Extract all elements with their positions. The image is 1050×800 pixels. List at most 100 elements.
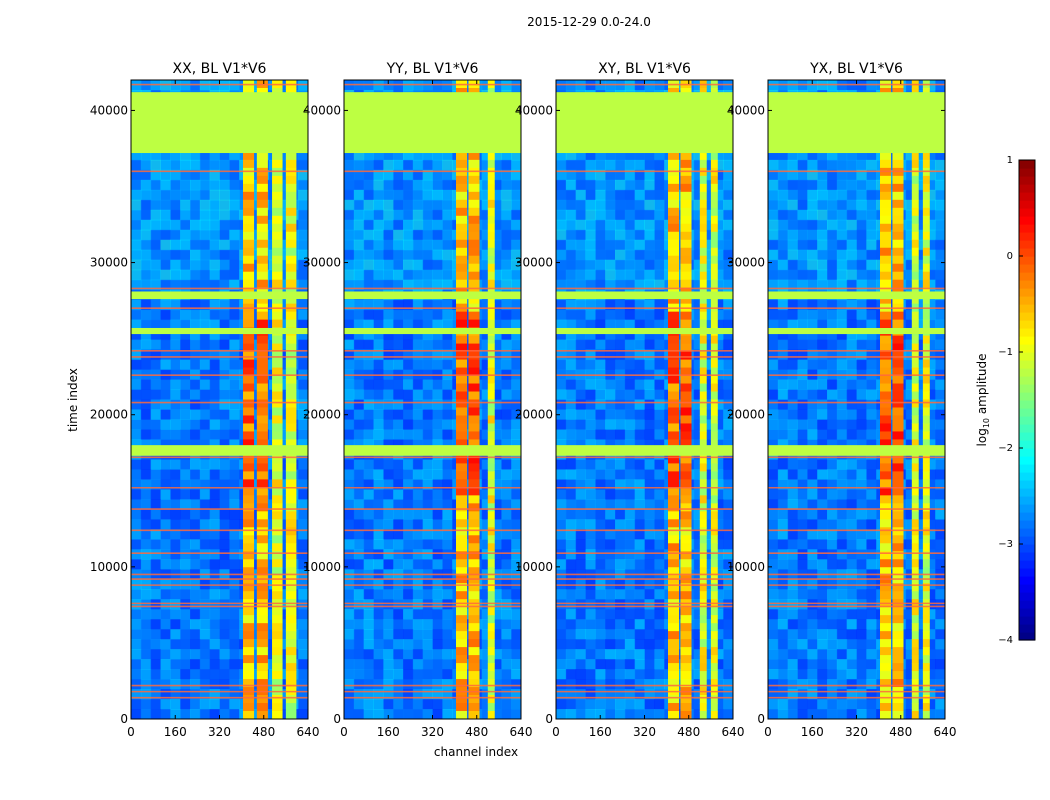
heatmap-cell (229, 249, 240, 261)
heatmap-cell (432, 619, 443, 630)
hot-channel-segment (272, 615, 283, 624)
hot-channel-segment (243, 167, 255, 177)
hot-channel-segment (680, 639, 692, 648)
heatmap-cell (654, 349, 665, 361)
hot-channel-segment (487, 383, 495, 393)
heatmap-cell (344, 179, 355, 191)
hot-channel-segment (680, 503, 692, 512)
heatmap-cell (278, 499, 289, 510)
hot-channel-segment (243, 191, 255, 201)
heatmap-cell (866, 189, 877, 201)
hot-channel-segment (468, 455, 480, 464)
y-tick-label: 30000 (303, 256, 341, 270)
heatmap-cell (131, 649, 142, 660)
heatmap-cell (199, 309, 211, 321)
heatmap-cell (249, 179, 260, 191)
heatmap-cell (905, 169, 916, 181)
heatmap-cell (344, 199, 355, 211)
hot-channel-segment (272, 399, 283, 408)
heatmap-cell (575, 339, 586, 351)
heatmap-cell (131, 459, 142, 470)
heatmap-cell (432, 249, 443, 261)
panel-4: YX, BL V1*V60 160 320 480 640010000200003000… (727, 61, 957, 739)
heatmap-cell (644, 169, 655, 181)
heatmap-cell (373, 349, 384, 361)
heatmap-cell (634, 669, 645, 680)
heatmap-cell (565, 379, 577, 391)
heatmap-cell (827, 309, 838, 321)
heatmap-cell (209, 159, 220, 171)
heatmap-cell (298, 699, 309, 710)
heatmap-cell (180, 209, 191, 221)
heatmap-cell (846, 149, 857, 161)
hot-channel-segment (668, 239, 680, 249)
heatmap-cell (836, 169, 848, 181)
heatmap-cell (624, 209, 636, 221)
heatmap-cell (501, 299, 512, 311)
heatmap-cell (836, 319, 848, 331)
heatmap-cell (462, 699, 473, 710)
hot-channel-segment (456, 159, 468, 169)
heatmap-cell (481, 259, 492, 271)
heatmap-cell (674, 489, 685, 500)
heatmap-cell (150, 499, 161, 510)
heatmap-cell (605, 259, 616, 271)
heatmap-cell (713, 279, 724, 291)
heatmap-cell (373, 499, 384, 510)
heatmap-cell (180, 349, 191, 361)
heatmap-cell (624, 459, 636, 470)
hot-channel-segment (243, 607, 255, 616)
heatmap-cell (353, 359, 365, 371)
heatmap-cell (723, 149, 734, 161)
hot-channel-segment (468, 471, 480, 480)
heatmap-cell (383, 539, 394, 550)
heatmap-cell (674, 239, 685, 251)
heatmap-cell (209, 299, 220, 311)
heatmap-cell (866, 219, 877, 231)
hot-channel-segment (272, 223, 283, 233)
hot-channel-segment (456, 511, 468, 520)
hot-channel-segment (468, 151, 480, 161)
hot-channel-segment (272, 351, 283, 361)
heatmap-cell (131, 539, 142, 550)
heatmap-cell (565, 519, 577, 530)
heatmap-cell (403, 269, 414, 281)
heatmap-cell (575, 549, 586, 560)
heatmap-cell (363, 599, 374, 610)
heatmap-cell (170, 189, 181, 201)
heatmap-cell (585, 169, 596, 181)
heatmap-cell (501, 659, 512, 670)
heatmap-cell (674, 169, 685, 181)
heatmap-cell (624, 229, 636, 241)
heatmap-cell (209, 649, 220, 660)
heatmap-cell (209, 589, 220, 600)
heatmap-cell (585, 629, 596, 640)
heatmap-cell (585, 599, 596, 610)
hot-channel-segment (468, 295, 480, 305)
hot-channel-segment (668, 423, 680, 432)
heatmap-cell (298, 149, 309, 161)
heatmap-cell (886, 239, 897, 251)
hot-channel-segment (272, 423, 283, 432)
heatmap-cell (605, 699, 616, 710)
heatmap-cell (777, 269, 789, 281)
hot-channel-segment (272, 263, 283, 273)
heatmap-cell (249, 229, 260, 241)
heatmap-cell (278, 659, 289, 670)
heatmap-cell (575, 509, 586, 520)
heatmap-cell (856, 269, 867, 281)
heatmap-cell (654, 359, 665, 371)
hot-channel-segment (256, 631, 268, 640)
heatmap-cell (556, 659, 567, 670)
heatmap-cell (462, 519, 473, 530)
heatmap-cell (180, 319, 191, 331)
heatmap-cell (501, 399, 512, 410)
heatmap-cell (462, 559, 473, 570)
hot-channel-segment (699, 263, 707, 273)
heatmap-cell (624, 609, 636, 620)
hot-channel-segment (680, 359, 692, 369)
flagged-time-block (556, 291, 733, 300)
heatmap-cell (422, 269, 433, 281)
heatmap-cell (556, 259, 567, 271)
hot-channel-segment (699, 159, 707, 169)
